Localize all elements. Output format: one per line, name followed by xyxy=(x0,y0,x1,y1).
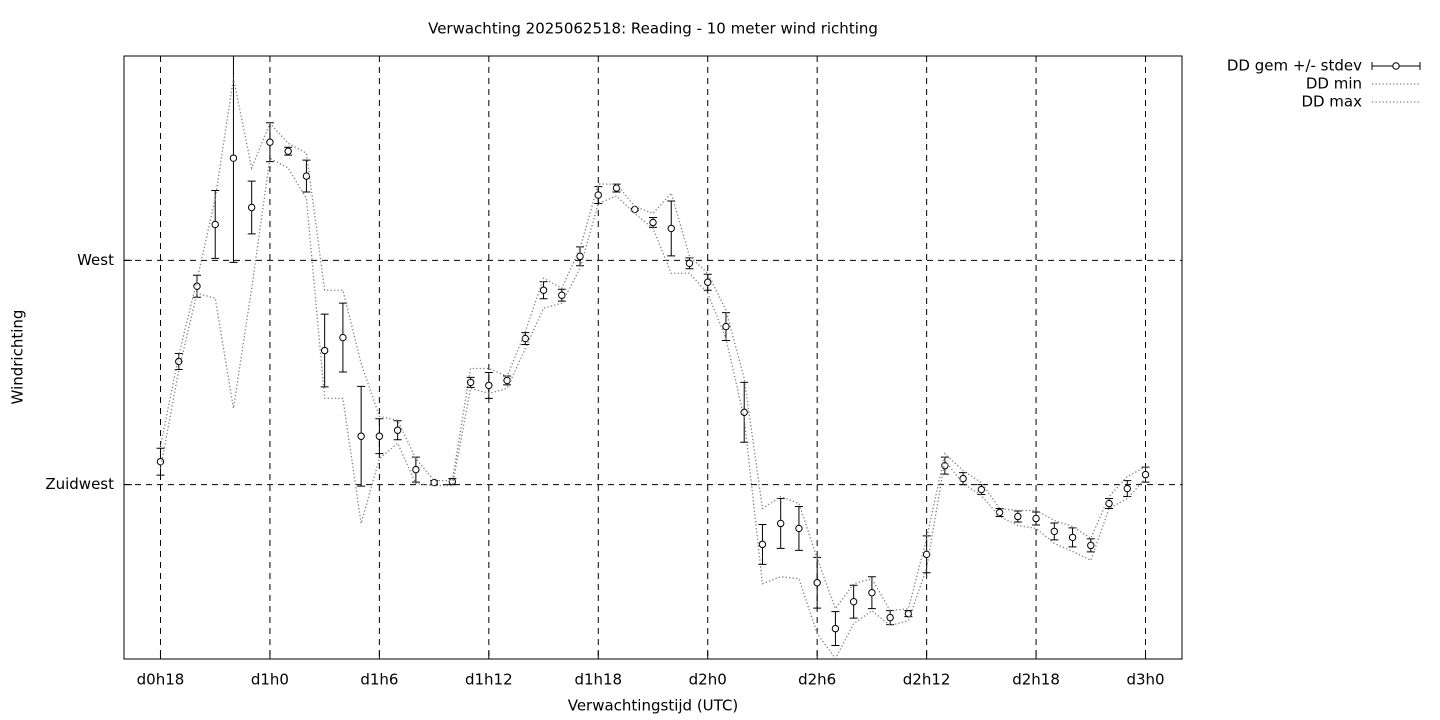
x-tick-label: d1h18 xyxy=(574,671,622,689)
point xyxy=(266,138,274,146)
point xyxy=(229,154,238,162)
point xyxy=(831,624,840,633)
point xyxy=(649,218,657,227)
point xyxy=(521,334,530,343)
legend-swatch xyxy=(1392,62,1400,70)
point xyxy=(485,381,493,390)
point xyxy=(685,259,694,268)
x-tick-label: d2h12 xyxy=(903,671,951,689)
x-tick-label: d1h6 xyxy=(360,671,398,689)
point xyxy=(722,322,730,331)
point xyxy=(1105,499,1113,508)
point xyxy=(1087,541,1095,550)
plot-border xyxy=(123,55,1183,660)
x-tick-label: d2h18 xyxy=(1012,671,1060,689)
point xyxy=(1014,512,1022,521)
chart-title: Verwachting 2025062518: Reading - 10 met… xyxy=(428,20,878,38)
point xyxy=(612,184,621,192)
y-axis-label: Windrichting xyxy=(9,310,27,405)
point xyxy=(977,485,986,494)
point xyxy=(539,286,548,294)
point xyxy=(1141,470,1150,479)
x-tick-label: d0h18 xyxy=(137,671,185,689)
point xyxy=(795,524,803,533)
point xyxy=(868,589,876,597)
point xyxy=(393,426,402,434)
point xyxy=(375,432,384,440)
y-tick-label: West xyxy=(77,251,114,269)
line xyxy=(159,78,1146,612)
point xyxy=(1123,484,1131,493)
point xyxy=(284,147,292,155)
point xyxy=(631,205,639,214)
line xyxy=(159,157,1146,659)
point xyxy=(558,291,566,299)
legend-label: DD min xyxy=(1306,75,1362,93)
point xyxy=(813,579,821,587)
point xyxy=(886,613,894,622)
point xyxy=(302,172,311,180)
point xyxy=(247,203,256,212)
point xyxy=(704,278,712,286)
point xyxy=(849,597,858,606)
legend-label: DD max xyxy=(1301,93,1362,111)
point xyxy=(904,609,913,618)
point xyxy=(959,474,967,483)
point xyxy=(466,378,475,387)
x-tick-label: d3h0 xyxy=(1126,671,1164,689)
point xyxy=(339,333,347,342)
point xyxy=(995,508,1004,517)
point xyxy=(667,224,675,233)
point xyxy=(320,346,329,355)
point xyxy=(1068,533,1077,542)
point xyxy=(211,220,219,229)
point xyxy=(1050,527,1059,536)
x-tick-label: d1h12 xyxy=(465,671,513,689)
x-axis-label: Verwachtingstijd (UTC) xyxy=(568,697,739,715)
point xyxy=(576,252,584,261)
point xyxy=(156,457,165,466)
point xyxy=(594,191,602,199)
point xyxy=(503,376,511,385)
point xyxy=(1032,514,1040,523)
point xyxy=(776,519,785,528)
y-tick-label: Zuidwest xyxy=(45,475,114,493)
point xyxy=(758,540,767,549)
x-tick-label: d2h0 xyxy=(689,671,727,689)
legend-label: DD gem +/- stdev xyxy=(1227,57,1362,75)
point xyxy=(412,465,420,474)
x-tick-label: d2h6 xyxy=(798,671,836,689)
x-tick-label: d1h0 xyxy=(251,671,289,689)
point xyxy=(357,432,365,440)
